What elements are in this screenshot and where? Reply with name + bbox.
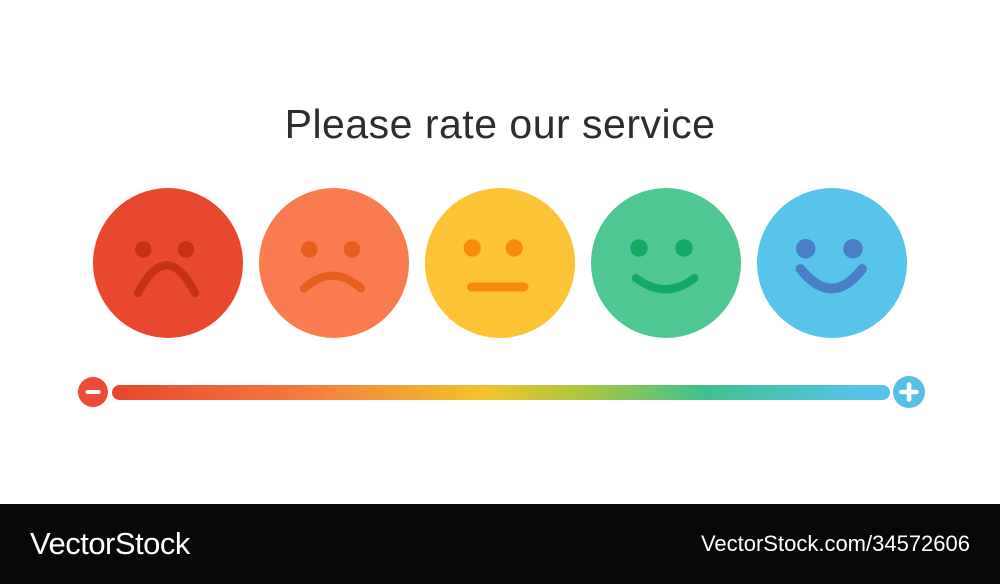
left-eye-icon xyxy=(135,241,152,258)
minus-button[interactable] xyxy=(78,377,108,407)
big-smile-mouth-icon xyxy=(795,264,867,294)
rating-face-satisfied[interactable] xyxy=(591,188,741,338)
face-circle xyxy=(259,188,409,338)
left-eye-icon xyxy=(463,239,481,257)
rating-face-very-dissatisfied[interactable] xyxy=(93,188,243,338)
rating-face-very-satisfied[interactable] xyxy=(757,188,907,338)
right-eye-icon xyxy=(843,239,863,259)
page-title: Please rate our service xyxy=(284,101,716,148)
minus-icon xyxy=(85,390,101,394)
rating-slider xyxy=(0,376,1000,410)
slight-frown-mouth-icon xyxy=(299,271,366,293)
plus-icon xyxy=(899,382,919,402)
face-circle xyxy=(425,188,575,338)
right-eye-icon xyxy=(675,239,693,257)
right-eye-icon xyxy=(505,239,523,257)
vectorstock-logo: VectorStock xyxy=(30,526,190,561)
left-eye-icon xyxy=(301,241,318,258)
left-eye-icon xyxy=(796,239,816,259)
face-circle xyxy=(757,188,907,338)
left-eye-icon xyxy=(630,239,648,257)
right-eye-icon xyxy=(343,241,361,258)
right-eye-icon xyxy=(177,241,195,258)
plus-button[interactable] xyxy=(893,376,925,408)
rating-face-dissatisfied[interactable] xyxy=(259,188,409,338)
image-url-text: VectorStock.com/34572606 xyxy=(700,531,970,556)
smile-mouth-icon xyxy=(631,273,699,294)
rating-face-neutral[interactable] xyxy=(425,188,575,338)
rating-slider-track[interactable] xyxy=(112,385,890,400)
frown-mouth-icon xyxy=(133,261,200,298)
rating-faces-row xyxy=(0,188,1000,338)
watermark-footer: VectorStock VectorStock.com/34572606 xyxy=(0,504,1000,584)
face-circle xyxy=(591,188,741,338)
